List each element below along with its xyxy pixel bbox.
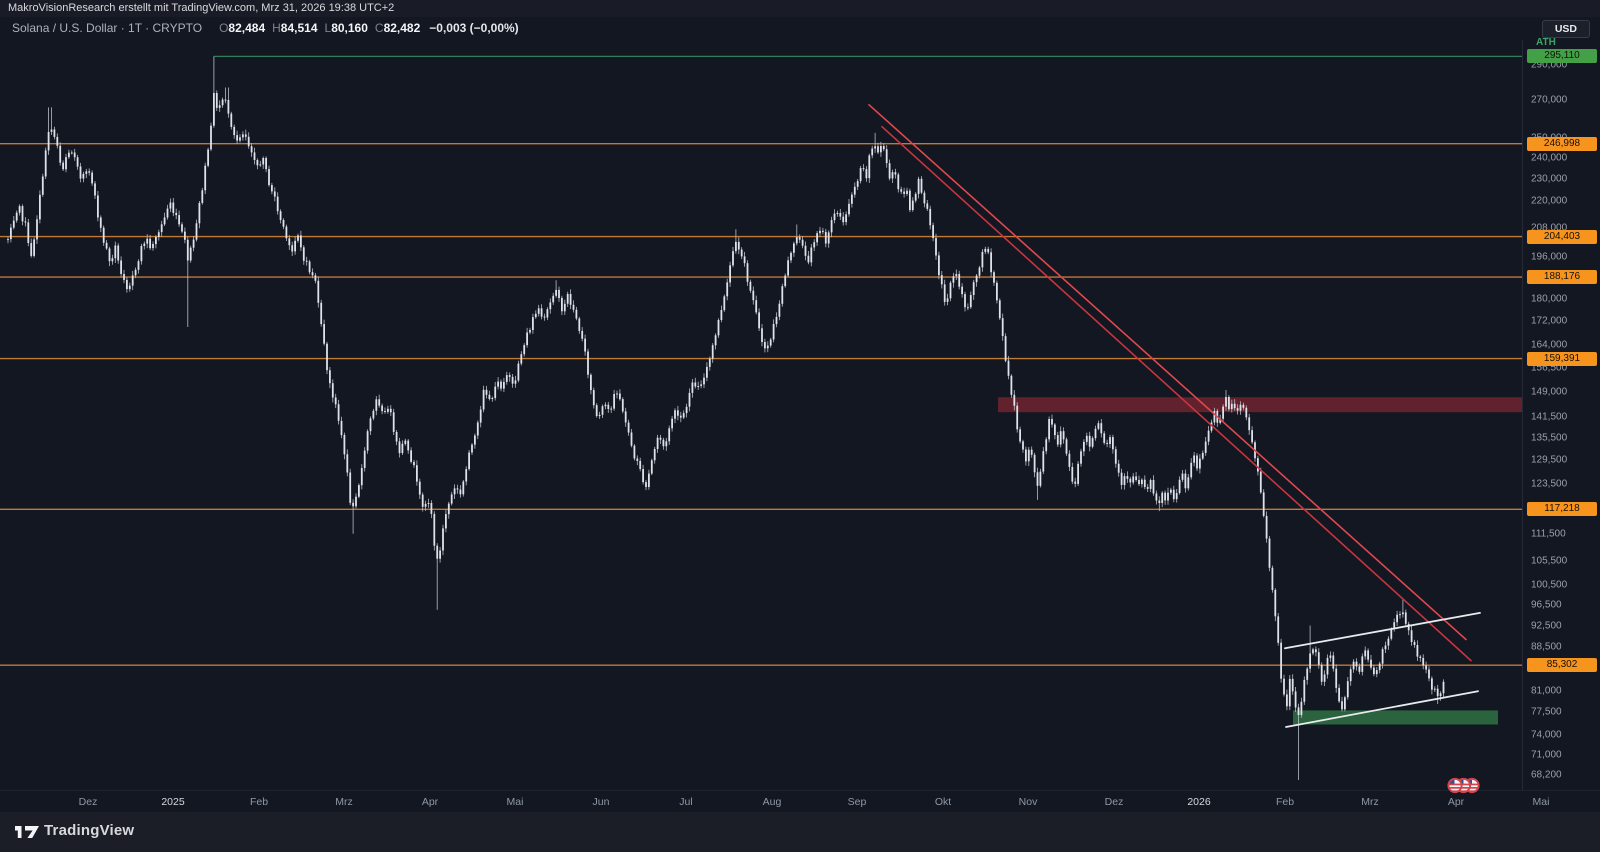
change-value: −0,003 (−0,00%) xyxy=(429,21,519,35)
time-tick-Aug: Aug xyxy=(762,796,782,808)
flag-circle-left xyxy=(1447,777,1463,794)
drawing-boxes[interactable] xyxy=(998,397,1545,725)
low-value: 80,160 xyxy=(331,21,368,35)
price-tick: 196,000 xyxy=(1531,251,1568,263)
high-label: H xyxy=(272,21,281,35)
white-wedge-upper[interactable] xyxy=(1284,612,1481,650)
time-tick-Okt: Okt xyxy=(934,796,952,808)
time-tick-Mrz: Mrz xyxy=(335,796,353,808)
ath-price-label: 295,110 ATH xyxy=(1527,37,1597,64)
price-tick: 172,000 xyxy=(1531,315,1568,327)
time-tick-Mrz: Mrz xyxy=(1361,796,1379,808)
tradingview-logo-text[interactable]: TradingView xyxy=(44,822,135,839)
price-tick: 105,500 xyxy=(1531,555,1568,567)
time-tick-Dez: Dez xyxy=(78,796,98,808)
price-tick: 100,500 xyxy=(1531,579,1568,591)
time-tick-Dez: Dez xyxy=(1104,796,1124,808)
watermark-text: MakroVisionResearch erstellt mit Trading… xyxy=(8,2,395,14)
price-tick: 180,000 xyxy=(1531,293,1568,305)
price-tick: 77,500 xyxy=(1531,706,1562,718)
time-tick-2026: 2026 xyxy=(1187,796,1211,808)
time-tick-Feb: Feb xyxy=(249,796,269,808)
open-label: O xyxy=(219,21,229,35)
price-tick: 88,500 xyxy=(1531,641,1562,653)
trend-lines[interactable] xyxy=(868,104,1481,728)
price-tick: 164,000 xyxy=(1531,339,1568,351)
price-tick: 240,000 xyxy=(1531,152,1568,164)
currency-button[interactable]: USD xyxy=(1541,20,1590,38)
time-tick-Jul: Jul xyxy=(679,796,693,808)
price-tick: 123,500 xyxy=(1531,478,1568,490)
price-tick: 149,000 xyxy=(1531,386,1568,398)
ath-label: ATH xyxy=(1536,37,1556,49)
price-tick: 220,000 xyxy=(1531,195,1568,206)
low-label: L xyxy=(324,21,332,35)
time-tick-Sep: Sep xyxy=(847,796,867,808)
price-tick: 135,500 xyxy=(1531,432,1568,444)
symbol-info-bar: Solana / U.S. Dollar · 1T · CRYPTO O82,48… xyxy=(0,17,1600,40)
level-price-label: 204,403 xyxy=(1527,229,1597,244)
chart-pane[interactable] xyxy=(0,40,1600,790)
candlestick-series xyxy=(7,56,1445,780)
price-tick: 81,000 xyxy=(1531,685,1562,697)
price-axis[interactable]: 290,000270,000250,000240,000230,000220,0… xyxy=(1522,37,1600,790)
brand-bar: TradingView xyxy=(0,812,1600,852)
open-value: 82,484 xyxy=(228,21,266,35)
price-tick: 92,500 xyxy=(1531,620,1562,631)
price-tick: 68,200 xyxy=(1531,769,1562,781)
level-price-label: 85,302 xyxy=(1527,658,1597,673)
time-tick-Feb: Feb xyxy=(1275,796,1295,808)
symbol-title[interactable]: Solana / U.S. Dollar · 1T · CRYPTO xyxy=(12,21,203,35)
time-axis[interactable]: Dez 2025 Feb Mrz Apr Mai Jun Jul Aug Sep Okt Nov Dez… xyxy=(0,790,1600,812)
time-tick-2025: 2025 xyxy=(161,796,185,808)
tradingview-logo-icon[interactable] xyxy=(14,821,40,848)
high-value: 84,514 xyxy=(280,21,318,35)
red-channel-upper[interactable] xyxy=(868,104,1467,641)
level-price-label: 159,391 xyxy=(1527,351,1597,366)
price-tick: 111,500 xyxy=(1531,528,1566,540)
resistance-zone-maroon[interactable] xyxy=(998,397,1545,413)
horizontal-level-lines[interactable] xyxy=(0,55,1522,666)
close-label: C xyxy=(374,21,384,35)
price-tick: 270,000 xyxy=(1531,94,1568,106)
level-price-label: 246,998 xyxy=(1527,136,1597,151)
time-tick-Mai: Mai xyxy=(1532,796,1550,808)
time-tick-Apr: Apr xyxy=(421,796,439,808)
price-tick: 290,000 xyxy=(1531,59,1568,71)
close-value: 82,482 xyxy=(383,21,421,35)
price-tick: 71,000 xyxy=(1531,749,1562,761)
price-tick: 96,500 xyxy=(1531,599,1562,611)
watermark-bar: MakroVisionResearch erstellt mit Trading… xyxy=(0,0,1600,17)
price-tick: 208,000 xyxy=(1531,222,1568,234)
time-tick-Jun: Jun xyxy=(592,796,610,808)
holiday-flags-icon[interactable] xyxy=(1446,776,1480,795)
level-price-label: 188,176 xyxy=(1527,270,1597,285)
price-tick: 129,500 xyxy=(1531,454,1568,466)
time-tick-Mai: Mai xyxy=(506,796,524,808)
price-tick: 156,500 xyxy=(1531,362,1568,374)
time-tick-Nov: Nov xyxy=(1018,796,1038,808)
level-price-label: 117,218 xyxy=(1527,502,1597,517)
red-channel-lower[interactable] xyxy=(881,125,1472,662)
white-wedge-lower[interactable] xyxy=(1285,690,1479,728)
price-tick: 74,000 xyxy=(1531,729,1562,741)
time-tick-Apr: Apr xyxy=(1447,796,1465,808)
price-tick: 141,500 xyxy=(1531,411,1568,423)
ohlc-values: O82,484 H84,514 L80,160 C82,482 xyxy=(212,21,420,35)
support-zone-green[interactable] xyxy=(1293,710,1498,725)
price-tick: 230,000 xyxy=(1531,173,1568,185)
